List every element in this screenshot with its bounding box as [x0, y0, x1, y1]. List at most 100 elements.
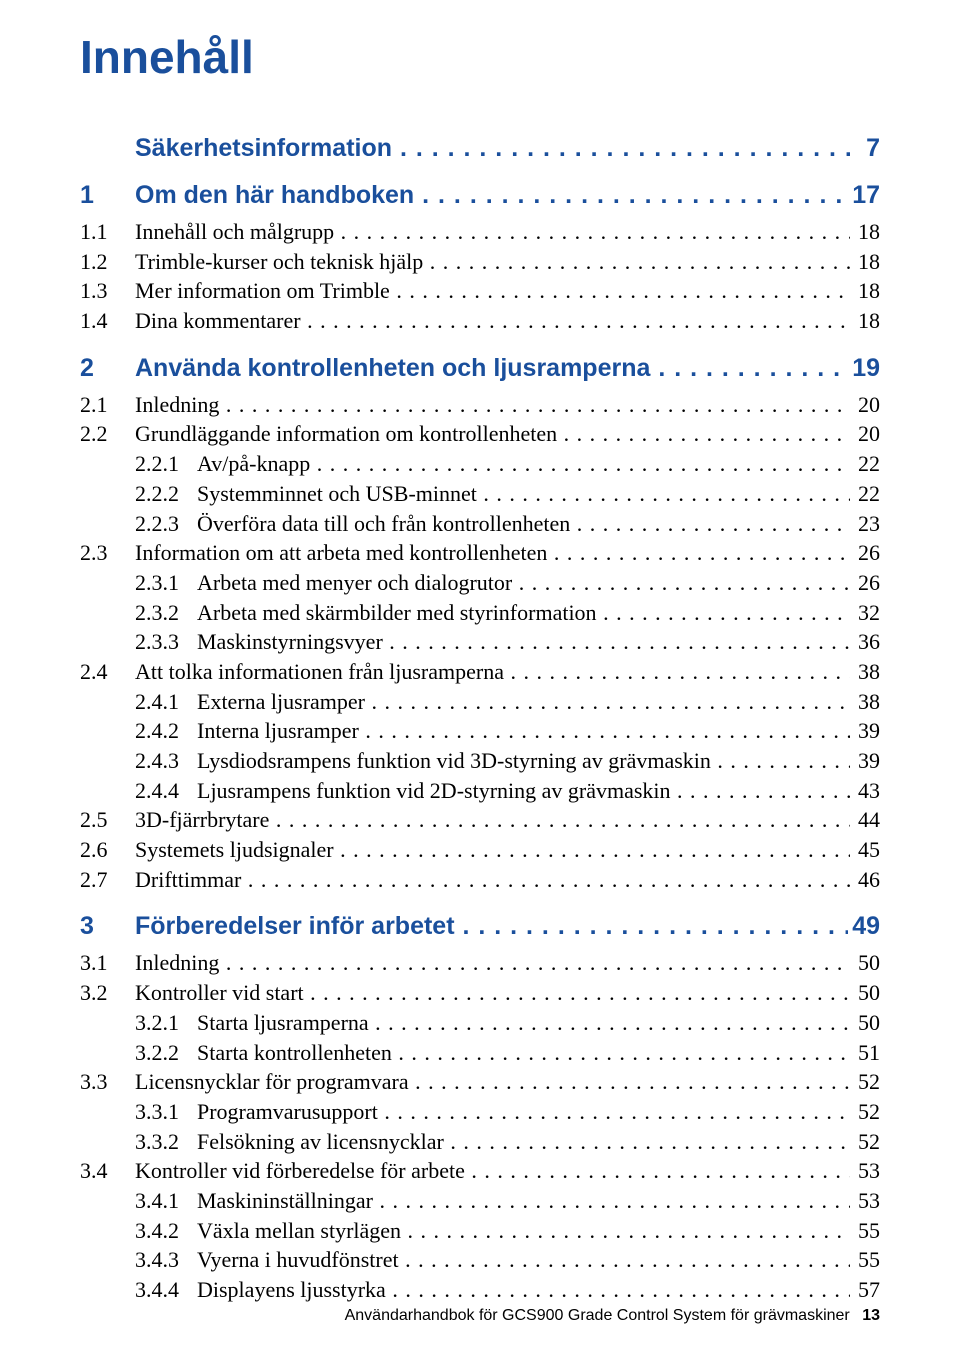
toc-entry-label: Vyerna i huvudfönstret: [197, 1245, 850, 1275]
toc-entry-page: 55: [850, 1245, 880, 1275]
toc-entry-label: Innehåll och målgrupp: [135, 217, 850, 247]
toc-entry-page: 22: [850, 479, 880, 509]
toc-entry-page: 18: [850, 217, 880, 247]
toc-entry-label: Drifttimmar: [135, 865, 850, 895]
toc-entry-label: Externa ljusramper: [197, 687, 850, 717]
toc-entry-label: Arbeta med skärmbilder med styrinformati…: [197, 598, 850, 628]
footer-page-number: 13: [862, 1307, 880, 1324]
toc-entry: 2.2.2Systemminnet och USB-minnet22: [80, 479, 880, 509]
toc-entry-page: 57: [850, 1275, 880, 1305]
toc-entry-number: 1.3: [80, 276, 135, 306]
toc-entry: 2.6Systemets ljudsignaler45: [80, 835, 880, 865]
toc-entry-label: Att tolka informationen från ljusrampern…: [135, 657, 850, 687]
toc-entry-label: Grundläggande information om kontrollenh…: [135, 419, 850, 449]
toc-entry-page: 49: [848, 912, 880, 941]
toc-entry-label: Använda kontrollenheten och ljusramperna: [135, 354, 848, 383]
toc-entry: 1.1Innehåll och målgrupp18: [80, 217, 880, 247]
toc-entry: 3.4Kontroller vid förberedelse för arbet…: [80, 1156, 880, 1186]
toc-entry-label: Av/på-knapp: [197, 449, 850, 479]
toc-entry: 2.4.1Externa ljusramper38: [80, 687, 880, 717]
toc-entry-number: 3: [80, 912, 135, 941]
toc-heading: Säkerhetsinformation7: [80, 134, 880, 163]
toc-entry: 2.2.3Överföra data till och från kontrol…: [80, 509, 880, 539]
toc-entry-label: Kontroller vid förberedelse för arbete: [135, 1156, 850, 1186]
toc-entry: 1.3Mer information om Trimble18: [80, 276, 880, 306]
toc-entry-label: Mer information om Trimble: [135, 276, 850, 306]
toc-entry-number: 3.4.4: [135, 1275, 197, 1305]
toc-entry: 3.2Kontroller vid start50: [80, 978, 880, 1008]
toc-entry: 3.2.2Starta kontrollenheten51: [80, 1038, 880, 1068]
toc-entry-number: 3.3: [80, 1067, 135, 1097]
toc-entry-number: 2.7: [80, 865, 135, 895]
toc-entry-number: 2: [80, 354, 135, 383]
toc-entry-page: 7: [850, 134, 880, 163]
toc-entry-label: Inledning: [135, 390, 850, 420]
toc-entry-number: 2.6: [80, 835, 135, 865]
toc-entry: 3.1Inledning50: [80, 948, 880, 978]
toc-entry-page: 46: [850, 865, 880, 895]
toc-entry-label: Arbeta med menyer och dialogrutor: [197, 568, 850, 598]
toc-entry: 2.2Grundläggande information om kontroll…: [80, 419, 880, 449]
toc-entry-number: 3.3.1: [135, 1097, 197, 1127]
toc-entry-number: 2.2: [80, 419, 135, 449]
toc-entry-number: 1.2: [80, 247, 135, 277]
toc-entry-page: 26: [850, 538, 880, 568]
toc-entry-label: Maskinstyrningsvyer: [197, 627, 850, 657]
toc-entry-number: 2.4.3: [135, 746, 197, 776]
toc-entry-page: 39: [850, 746, 880, 776]
toc-entry-page: 36: [850, 627, 880, 657]
toc-entry-label: Överföra data till och från kontrollenhe…: [197, 509, 850, 539]
toc-entry-page: 38: [850, 687, 880, 717]
toc-entry-label: Om den här handboken: [135, 181, 848, 210]
toc-entry-label: Displayens ljusstyrka: [197, 1275, 850, 1305]
toc-entry: 2.53D-fjärrbrytare44: [80, 805, 880, 835]
toc-entry-page: 20: [850, 419, 880, 449]
toc-entry: 2.4.4Ljusrampens funktion vid 2D-styrnin…: [80, 776, 880, 806]
toc-entry-page: 53: [850, 1156, 880, 1186]
toc-entry-label: Systemets ljudsignaler: [135, 835, 850, 865]
toc-entry-label: Lysdiodsrampens funktion vid 3D-styrning…: [197, 746, 850, 776]
toc-entry-page: 52: [850, 1067, 880, 1097]
toc-entry-number: 3.4: [80, 1156, 135, 1186]
toc-entry-page: 45: [850, 835, 880, 865]
toc-entry-number: 1.1: [80, 217, 135, 247]
toc-entry-number: 2.1: [80, 390, 135, 420]
page-title: Innehåll: [80, 30, 880, 84]
footer-text: Användarhandbok för GCS900 Grade Control…: [345, 1307, 850, 1324]
toc-entry-number: 3.3.2: [135, 1127, 197, 1157]
toc-entry-number: 2.5: [80, 805, 135, 835]
toc-entry-label: Programvarusupport: [197, 1097, 850, 1127]
toc-entry-number: 2.3: [80, 538, 135, 568]
toc-entry-label: Växla mellan styrlägen: [197, 1216, 850, 1246]
toc-entry-number: 3.4.1: [135, 1186, 197, 1216]
toc-entry: 3.4.3Vyerna i huvudfönstret55: [80, 1245, 880, 1275]
toc-entry: 3.4.2Växla mellan styrlägen55: [80, 1216, 880, 1246]
toc-entry-page: 55: [850, 1216, 880, 1246]
toc-heading: 1Om den här handboken17: [80, 181, 880, 210]
toc-entry-number: 3.2.1: [135, 1008, 197, 1038]
toc-entry-page: 20: [850, 390, 880, 420]
toc-entry-number: 2.2.3: [135, 509, 197, 539]
toc-entry: 2.7Drifttimmar46: [80, 865, 880, 895]
toc-heading: 3Förberedelser inför arbetet49: [80, 912, 880, 941]
toc-entry-label: Trimble-kurser och teknisk hjälp: [135, 247, 850, 277]
toc-entry: 2.3Information om att arbeta med kontrol…: [80, 538, 880, 568]
toc-entry: 2.3.3Maskinstyrningsvyer36: [80, 627, 880, 657]
toc-entry-page: 50: [850, 948, 880, 978]
toc-entry-page: 44: [850, 805, 880, 835]
toc-entry: 3.2.1Starta ljusramperna50: [80, 1008, 880, 1038]
toc-entry-label: Information om att arbeta med kontrollen…: [135, 538, 850, 568]
toc-entry-number: 2.4: [80, 657, 135, 687]
toc-entry: 2.3.2Arbeta med skärmbilder med styrinfo…: [80, 598, 880, 628]
toc-entry-page: 18: [850, 247, 880, 277]
toc-entry: 3.4.4Displayens ljusstyrka57: [80, 1275, 880, 1305]
toc-entry: 3.3Licensnycklar för programvara52: [80, 1067, 880, 1097]
toc-entry-number: 1: [80, 181, 135, 210]
toc-entry: 2.3.1Arbeta med menyer och dialogrutor26: [80, 568, 880, 598]
toc-entry-label: Starta kontrollenheten: [197, 1038, 850, 1068]
toc-entry-number: 2.3.2: [135, 598, 197, 628]
table-of-contents: Säkerhetsinformation7 1Om den här handbok…: [80, 134, 880, 1305]
toc-entry-page: 26: [850, 568, 880, 598]
toc-entry: 3.3.1Programvarusupport52: [80, 1097, 880, 1127]
toc-entry-label: Dina kommentarer: [135, 306, 850, 336]
